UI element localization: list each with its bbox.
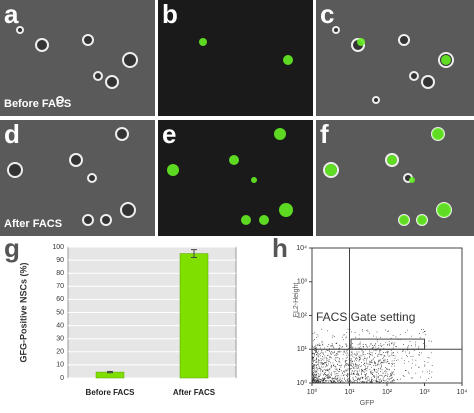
y-tick-label: 10¹ xyxy=(297,346,308,353)
cell xyxy=(409,71,419,81)
gfp-cell xyxy=(357,38,365,46)
panel-label: g xyxy=(4,233,20,263)
panel-label: h xyxy=(272,233,288,263)
gfp-cell xyxy=(409,177,415,183)
gfp-cell xyxy=(441,55,451,65)
error-bar xyxy=(191,249,197,258)
y-tick-label: 20 xyxy=(56,349,64,356)
gfp-cell xyxy=(279,203,293,217)
gfp-cell xyxy=(399,215,409,225)
cell xyxy=(69,153,83,167)
gfp-cell xyxy=(199,38,207,46)
y-tick-label: 30 xyxy=(56,336,64,343)
x-axis-label: GFP xyxy=(360,400,375,407)
cell xyxy=(372,96,380,104)
y-tick-label: 60 xyxy=(56,296,64,303)
x-tick-label: After FACS xyxy=(173,388,216,397)
cell xyxy=(56,96,64,104)
x-tick-label: 10¹ xyxy=(344,389,355,396)
y-axis-label: FL2-Height xyxy=(293,283,300,318)
y-tick-label: 10⁴ xyxy=(296,245,307,252)
x-tick-label: 10⁴ xyxy=(457,389,468,396)
y-tick-label: 50 xyxy=(56,309,64,316)
y-tick-label: 100 xyxy=(52,244,64,251)
y-tick-label: 10² xyxy=(297,312,308,319)
panel-label: f xyxy=(320,119,329,149)
y-tick-label: 70 xyxy=(56,283,64,290)
y-tick-label: 0 xyxy=(60,375,64,382)
gfp-cell xyxy=(259,215,269,225)
gfp-cell xyxy=(167,164,179,176)
gate-box xyxy=(350,338,425,350)
gfp-cell xyxy=(229,155,239,165)
gfp-cell xyxy=(283,55,293,65)
y-tick-label: 90 xyxy=(56,257,64,264)
cell xyxy=(35,38,49,52)
cell xyxy=(87,173,97,183)
gfp-cell xyxy=(417,215,427,225)
cell xyxy=(93,71,103,81)
panel-caption: After FACS xyxy=(4,218,62,230)
panel-label: c xyxy=(320,0,334,29)
y-tick-label: 80 xyxy=(56,270,64,277)
gfp-cell xyxy=(274,128,286,140)
cell xyxy=(115,127,129,141)
micrograph xyxy=(158,120,313,236)
cell xyxy=(120,202,136,218)
cell xyxy=(332,26,340,34)
x-tick-label: 10⁰ xyxy=(307,388,318,396)
gfp-cell xyxy=(241,215,251,225)
cell xyxy=(16,26,24,34)
y-tick-label: 10 xyxy=(56,362,64,369)
cell xyxy=(82,34,94,46)
micrograph xyxy=(316,120,474,236)
gfp-cell xyxy=(387,155,397,165)
bar xyxy=(179,253,209,379)
error-bar xyxy=(107,370,113,374)
gfp-cell xyxy=(325,164,337,176)
panel-label: a xyxy=(4,0,19,29)
panel-label: d xyxy=(4,119,20,149)
cell xyxy=(105,75,119,89)
panel-label: e xyxy=(162,119,176,149)
x-tick-label: 10² xyxy=(382,389,393,396)
x-tick-label: Before FACS xyxy=(86,388,136,397)
panel-label: b xyxy=(162,0,178,29)
cell xyxy=(7,162,23,178)
x-tick-label: 10³ xyxy=(419,389,430,396)
gfp-cell xyxy=(251,177,257,183)
y-axis-label: GFG-Positive NSCs (%) xyxy=(18,262,28,362)
cell xyxy=(82,214,94,226)
gfp-cell xyxy=(437,203,451,217)
y-tick-label: 10³ xyxy=(297,279,308,286)
annotation: FACS Gate setting xyxy=(316,310,415,324)
y-tick-label: 40 xyxy=(56,322,64,329)
cell xyxy=(100,214,112,226)
panel-caption: Before FACS xyxy=(4,98,71,110)
cell xyxy=(398,34,410,46)
gfp-cell xyxy=(432,128,444,140)
cell xyxy=(421,75,435,89)
y-tick-label: 10⁰ xyxy=(296,379,307,387)
cell xyxy=(122,52,138,68)
